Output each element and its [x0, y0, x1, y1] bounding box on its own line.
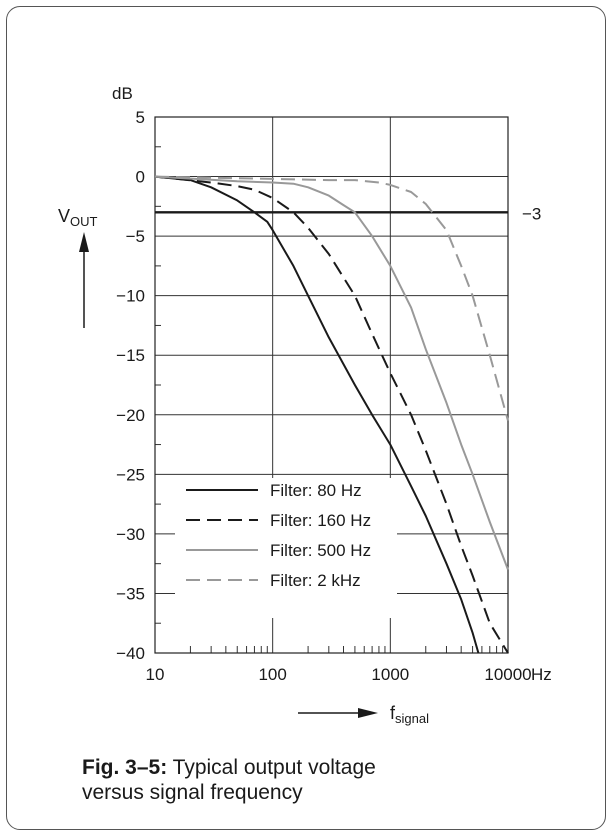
x-axis-arrow-head [358, 708, 378, 718]
legend-label-1: Filter: 160 Hz [270, 511, 371, 530]
y-tick-label: −30 [116, 525, 145, 544]
series-line-0 [154, 175, 480, 654]
x-tick-label: 10 [146, 665, 165, 684]
caption-line-1: Typical output voltage [172, 756, 376, 779]
y-tick-label: −40 [116, 644, 145, 663]
x-unit-label: Hz [531, 665, 552, 684]
reference-line-label: −3 [522, 204, 541, 223]
y-tick-label: −5 [126, 227, 145, 246]
legend-label-2: Filter: 500 Hz [270, 541, 371, 560]
x-tick-label: 1000 [371, 665, 409, 684]
series-line-2 [154, 175, 509, 570]
legend-label-0: Filter: 80 Hz [270, 481, 362, 500]
x-tick-label: 100 [258, 665, 286, 684]
y-tick-label: 0 [136, 168, 145, 187]
y-tick-label: −35 [116, 584, 145, 603]
series-line-1 [154, 175, 509, 654]
y-axis-label: VOUT [58, 206, 98, 229]
figure-frame [6, 6, 606, 830]
y-axis-arrow-head [79, 232, 89, 252]
y-tick-label: −20 [116, 406, 145, 425]
plot-border [154, 116, 509, 654]
figure-caption: Fig. 3–5: Typical output voltage versus … [82, 755, 376, 805]
y-unit-label: dB [112, 84, 133, 103]
x-tick-label: 10000 [484, 665, 531, 684]
series-line-3 [154, 175, 509, 421]
x-axis-label: fsignal [390, 703, 429, 726]
figure-label: Fig. 3–5: [82, 756, 168, 779]
legend-background [175, 478, 397, 618]
y-tick-label: −15 [116, 346, 145, 365]
legend-label-3: Filter: 2 kHz [270, 571, 361, 590]
y-tick-label: −25 [116, 465, 145, 484]
y-tick-label: −10 [116, 287, 145, 306]
y-tick-label: 5 [136, 108, 145, 127]
caption-line-2: versus signal frequency [82, 781, 303, 804]
